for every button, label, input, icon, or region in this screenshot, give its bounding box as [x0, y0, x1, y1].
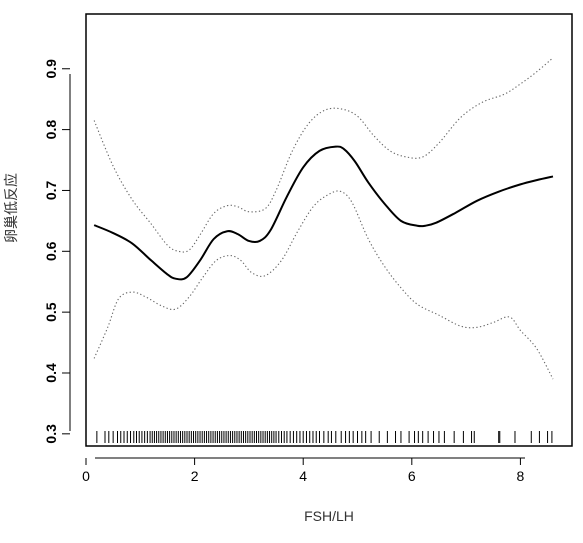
smooth-estimate-line — [93, 145, 554, 281]
x-tick-label-1: 2 — [191, 468, 199, 484]
x-axis-title: FSH/LH — [304, 508, 354, 524]
y-tick-label-0: 0.3 — [43, 424, 59, 444]
y-tick-label-1: 0.4 — [43, 363, 59, 383]
x-tick-label-3: 6 — [408, 468, 416, 484]
y-tick-label-6: 0.9 — [43, 59, 59, 79]
rug-marks — [96, 431, 553, 443]
y-tick-label-3: 0.6 — [43, 241, 59, 261]
x-tick-label-2: 4 — [299, 468, 307, 484]
lower-confidence-band — [93, 190, 554, 380]
y-tick-label-4: 0.7 — [43, 181, 59, 201]
x-axis: 0 2 4 6 8 — [82, 457, 525, 484]
y-axis: 0.3 0.4 0.5 0.6 0.7 0.8 0.9 — [43, 59, 71, 444]
y-tick-label-2: 0.5 — [43, 302, 59, 322]
y-axis-ticks: 0.3 0.4 0.5 0.6 0.7 0.8 0.9 — [43, 59, 70, 444]
x-tick-label-4: 8 — [517, 468, 525, 484]
x-tick-label-0: 0 — [82, 468, 90, 484]
plot-frame — [85, 13, 573, 447]
series-layer — [93, 57, 554, 380]
y-tick-label-5: 0.8 — [43, 120, 59, 140]
y-axis-title: 卵巢低反应 — [3, 173, 20, 243]
x-axis-ticks: 0 2 4 6 8 — [82, 458, 525, 484]
